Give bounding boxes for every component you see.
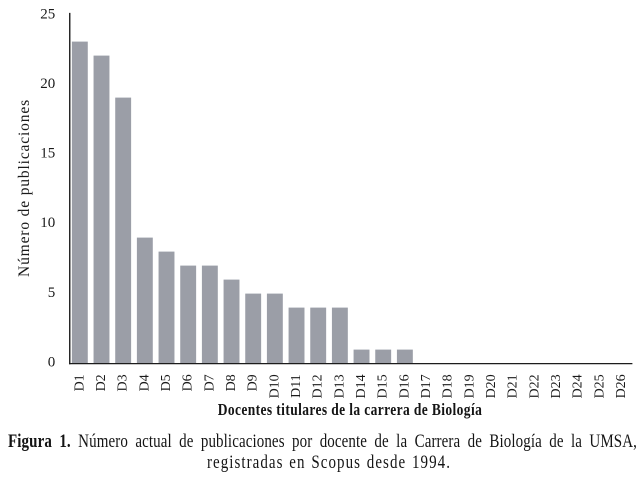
svg-text:D14: D14 [354, 374, 369, 398]
svg-text:D5: D5 [159, 374, 174, 391]
svg-text:D19: D19 [462, 374, 477, 398]
svg-text:D20: D20 [484, 374, 499, 398]
svg-text:D24: D24 [571, 374, 586, 398]
svg-text:D1: D1 [72, 374, 87, 391]
svg-text:10: 10 [40, 215, 55, 231]
svg-text:25: 25 [40, 6, 55, 22]
svg-text:D26: D26 [614, 374, 629, 398]
svg-text:0: 0 [48, 355, 56, 371]
svg-text:D11: D11 [289, 374, 304, 398]
svg-text:D2: D2 [94, 374, 109, 391]
svg-text:D6: D6 [181, 374, 196, 391]
svg-text:D21: D21 [506, 374, 521, 398]
svg-text:20: 20 [40, 76, 55, 92]
svg-text:D22: D22 [527, 374, 542, 398]
svg-text:D4: D4 [137, 374, 152, 391]
svg-text:D16: D16 [397, 374, 412, 398]
svg-text:5: 5 [48, 285, 56, 301]
svg-text:D3: D3 [116, 374, 131, 391]
svg-text:D17: D17 [419, 374, 434, 398]
svg-text:D15: D15 [376, 374, 391, 398]
svg-text:Número de publicaciones: Número de publicaciones [16, 99, 33, 277]
svg-text:D10: D10 [267, 374, 282, 398]
svg-text:D9: D9 [246, 374, 261, 391]
svg-text:D8: D8 [224, 374, 239, 391]
svg-text:D12: D12 [311, 374, 326, 398]
svg-text:15: 15 [40, 146, 55, 162]
svg-text:D7: D7 [202, 374, 217, 391]
svg-text:D23: D23 [549, 374, 564, 398]
svg-text:D18: D18 [441, 374, 456, 398]
svg-text:D13: D13 [332, 374, 347, 398]
svg-text:D25: D25 [592, 374, 607, 398]
